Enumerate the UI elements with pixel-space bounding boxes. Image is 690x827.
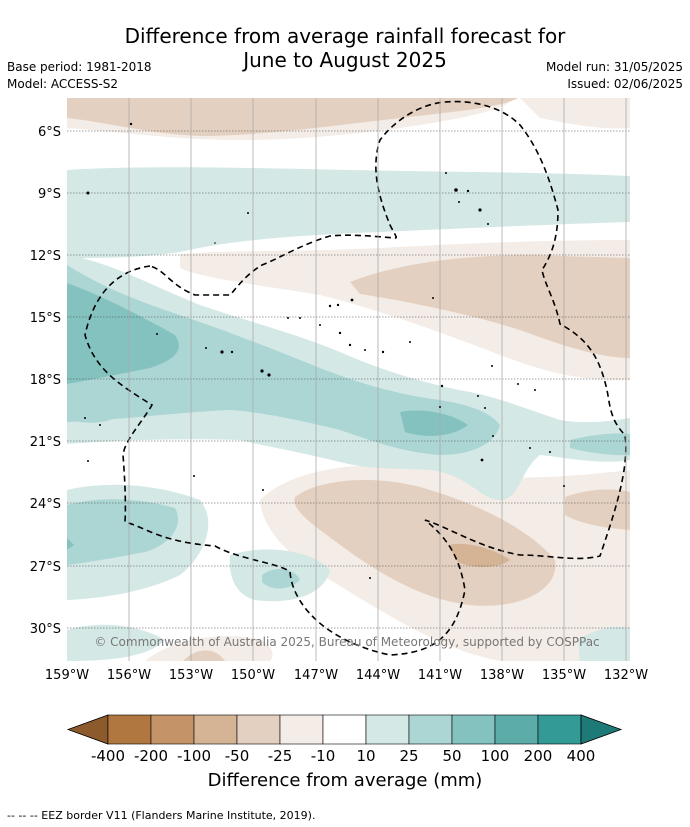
issued-date: Issued: 02/06/2025 <box>567 77 683 91</box>
meta-left: Base period: 1981-2018 Model: ACCESS-S2 <box>7 59 152 93</box>
meta-right: Model run: 31/05/2025 Issued: 02/06/2025 <box>546 59 683 93</box>
above-average-region-far-southeast <box>578 626 630 661</box>
colorbar-segment <box>408 714 453 745</box>
below-average-region-northeast <box>520 98 630 129</box>
lon-label: 156°W <box>107 668 151 683</box>
colorbar-segment <box>451 714 496 745</box>
below-average-core-south <box>448 543 510 568</box>
colorbar-segment <box>322 714 367 745</box>
below-average-core-southwest <box>183 650 225 661</box>
model-run: Model run: 31/05/2025 <box>545 60 683 74</box>
above-average-peak-west <box>67 283 179 384</box>
above-average-region-east <box>570 433 630 456</box>
colorbar-tick-label: -10 <box>311 747 336 765</box>
lon-label: 159°W <box>45 668 89 683</box>
lat-label: 6°S <box>38 125 61 140</box>
lon-label: 153°W <box>169 668 213 683</box>
islands <box>84 122 565 579</box>
lat-label: 21°S <box>30 435 61 450</box>
gridlines <box>67 130 630 629</box>
colorbar-tick-label: 100 <box>481 747 510 765</box>
colorbar-extend-low <box>66 714 109 745</box>
eez-border <box>84 100 627 656</box>
base-period: Base period: 1981-2018 <box>7 60 152 74</box>
colorbar-tick-label: 10 <box>356 747 375 765</box>
colorbar-tick-label: -100 <box>177 747 211 765</box>
above-average-peak-southwest <box>67 538 74 550</box>
colorbar-tick-label: -200 <box>134 747 168 765</box>
colorbar-tick-label: 50 <box>442 747 461 765</box>
lon-label: 138°W <box>480 668 524 683</box>
lat-label: 12°S <box>30 249 61 264</box>
colorbar-segment <box>107 714 152 745</box>
below-average-region-southwest <box>145 636 273 661</box>
above-average-region-far-southwest <box>67 624 165 661</box>
lon-label: 147°W <box>294 668 338 683</box>
above-average-peak-central <box>400 410 468 436</box>
map-area <box>67 98 630 661</box>
lat-label: 18°S <box>30 373 61 388</box>
lat-label: 30°S <box>30 622 61 637</box>
chart-title: Difference from average rainfall forecas… <box>0 24 690 72</box>
colorbar-tick-label: -400 <box>91 747 125 765</box>
latitude-labels: 6°S 9°S 12°S 15°S 18°S 21°S 24°S 27°S 30… <box>30 125 61 637</box>
colorbar-segment <box>193 714 238 745</box>
colorbar-segment <box>365 714 410 745</box>
title-line-1: Difference from average rainfall forecas… <box>124 24 566 48</box>
colorbar-tick-label: 25 <box>399 747 418 765</box>
below-average-region-southeast <box>565 489 630 530</box>
colorbar-tick-label: 200 <box>524 747 553 765</box>
title-line-2: June to August 2025 <box>243 48 447 72</box>
lon-label: 141°W <box>418 668 462 683</box>
below-average-region-south <box>294 480 556 606</box>
lat-label: 24°S <box>30 497 61 512</box>
lon-label: 150°W <box>231 668 275 683</box>
colorbar <box>66 714 623 745</box>
above-average-band-north <box>67 167 630 258</box>
colorbar-tick-labels: -400 -200 -100 -50 -25 -10 10 25 50 100 200 400 <box>91 747 595 765</box>
copyright-text: © Commonwealth of Australia 2025, Bureau… <box>94 635 599 649</box>
below-average-region-north <box>67 98 518 136</box>
colorbar-extend-high <box>580 714 623 745</box>
legend-title: Difference from average (mm) <box>207 770 483 791</box>
colorbar-tick-label: 400 <box>567 747 596 765</box>
colorbar-tick-label: -25 <box>268 747 293 765</box>
lat-label: 27°S <box>30 560 61 575</box>
eez-footnote: -- -- -- EEZ border V11 (Flanders Marine… <box>7 809 316 822</box>
model-name: Model: ACCESS-S2 <box>7 77 119 91</box>
meridians <box>128 98 627 661</box>
colorbar-segment <box>279 714 324 745</box>
lon-label: 144°W <box>356 668 400 683</box>
lon-label: 132°W <box>604 668 648 683</box>
colorbar-segment <box>150 714 195 745</box>
above-average-region-southwest <box>67 499 179 565</box>
longitude-labels: 159°W 156°W 153°W 150°W 147°W 144°W 141°… <box>45 668 648 683</box>
colorbar-segment <box>494 714 539 745</box>
above-average-core-central <box>67 265 500 455</box>
lat-label: 15°S <box>30 311 61 326</box>
colorbar-tick-label: -50 <box>225 747 250 765</box>
above-average-region-west-edge <box>67 396 115 423</box>
colorbar-segment <box>236 714 281 745</box>
rainfall-anomaly-map: © Commonwealth of Australia 2025, Bureau… <box>30 98 648 765</box>
lat-label: 9°S <box>38 187 61 202</box>
colorbar-segment <box>537 714 582 745</box>
below-average-region-central <box>350 255 630 358</box>
lon-label: 135°W <box>542 668 586 683</box>
